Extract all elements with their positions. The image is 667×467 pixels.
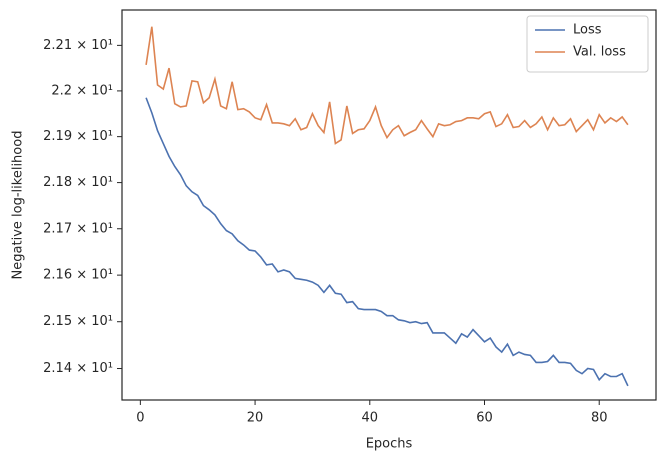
y-tick-label: 2.21 × 10¹ xyxy=(43,38,113,53)
x-tick-label: 40 xyxy=(362,411,379,426)
legend-label: Val. loss xyxy=(573,45,626,60)
x-tick-label: 0 xyxy=(136,411,144,426)
series-line xyxy=(145,97,629,387)
x-tick-label: 20 xyxy=(247,411,264,426)
x-tick-label: 60 xyxy=(476,411,493,426)
y-axis-label: Negative log-likelihood xyxy=(11,131,26,280)
y-tick-label: 2.18 × 10¹ xyxy=(43,175,113,190)
y-tick-label: 2.14 × 10¹ xyxy=(43,361,113,376)
legend-label: Loss xyxy=(573,23,602,38)
series-line xyxy=(145,26,629,145)
y-tick-label: 2.15 × 10¹ xyxy=(43,314,113,329)
axes-frame xyxy=(121,9,657,401)
x-axis-label: Epochs xyxy=(366,437,413,452)
x-tick-label: 80 xyxy=(591,411,608,426)
y-tick-label: 2.2 × 10¹ xyxy=(51,83,113,98)
y-tick-label: 2.17 × 10¹ xyxy=(43,221,113,236)
y-tick-label: 2.16 × 10¹ xyxy=(43,268,113,283)
y-tick-label: 2.19 × 10¹ xyxy=(43,129,113,144)
